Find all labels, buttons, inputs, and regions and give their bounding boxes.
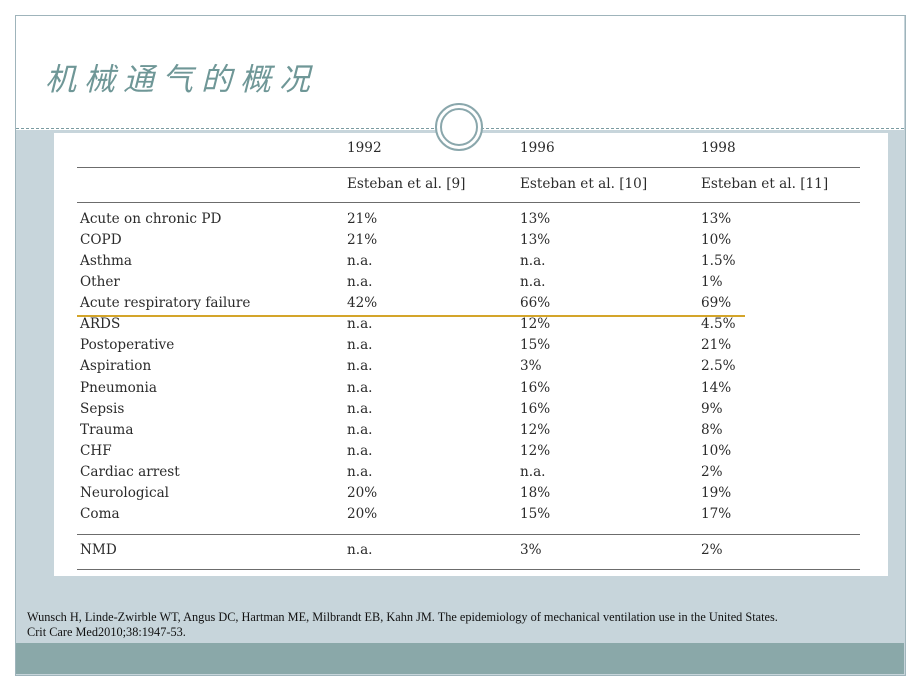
table-cell: 12% xyxy=(520,316,551,332)
slide-title: 机械通气的概况 xyxy=(45,62,318,98)
table-cell: 21% xyxy=(347,232,378,248)
table-cell: n.a. xyxy=(347,337,373,353)
table-cell: 21% xyxy=(701,337,732,353)
citation-line-1: Wunsch H, Linde-Zwirble WT, Angus DC, Ha… xyxy=(27,610,778,624)
table-cell: 17% xyxy=(701,506,732,522)
table-cell: 1.5% xyxy=(701,253,736,269)
row-label: Cardiac arrest xyxy=(80,464,180,480)
row-label: Asthma xyxy=(80,253,133,269)
table-cell: 66% xyxy=(520,295,551,311)
table-cell: 69% xyxy=(701,295,732,311)
row-label: CHF xyxy=(80,443,112,459)
table-cell: 15% xyxy=(520,337,551,353)
row-label: Trauma xyxy=(80,422,134,438)
table-cell: n.a. xyxy=(347,358,373,374)
citation-line-2: Crit Care Med2010;38:1947-53. xyxy=(27,625,186,639)
table-cell: n.a. xyxy=(347,542,373,558)
data-table: 1992 1996 1998 Esteban et al. [9] Esteban et… xyxy=(54,133,888,576)
column-source-header: Esteban et al. [10] xyxy=(520,176,648,192)
table-cell: 18% xyxy=(520,485,551,501)
column-year-header: 1996 xyxy=(520,140,555,156)
row-label: Neurological xyxy=(80,485,170,501)
row-label: Sepsis xyxy=(80,401,125,417)
table-cell: n.a. xyxy=(347,464,373,480)
table-cell: n.a. xyxy=(520,274,546,290)
table-cell: 9% xyxy=(701,401,723,417)
column-year-header: 1998 xyxy=(701,140,736,156)
row-label: Aspiration xyxy=(80,358,152,374)
row-label: Pneumonia xyxy=(80,380,157,396)
circle-ornament-inner-icon xyxy=(440,108,478,146)
table-cell: 12% xyxy=(520,422,551,438)
table-rule xyxy=(77,534,860,535)
table-cell: n.a. xyxy=(520,253,546,269)
table-cell: 13% xyxy=(701,211,732,227)
citation: Wunsch H, Linde-Zwirble WT, Angus DC, Ha… xyxy=(27,610,897,640)
table-cell: 42% xyxy=(347,295,378,311)
column-source-header: Esteban et al. [11] xyxy=(701,176,829,192)
table-cell: 12% xyxy=(520,443,551,459)
table-cell: 16% xyxy=(520,380,551,396)
table-cell: 19% xyxy=(701,485,732,501)
table-cell: 2.5% xyxy=(701,358,736,374)
row-label: COPD xyxy=(80,232,122,248)
row-label: NMD xyxy=(80,542,117,558)
table-cell: 3% xyxy=(520,358,542,374)
row-label: ARDS xyxy=(80,316,121,332)
table-cell: 1% xyxy=(701,274,723,290)
highlight-rule xyxy=(77,315,745,317)
table-cell: n.a. xyxy=(347,443,373,459)
row-label: Other xyxy=(80,274,120,290)
column-source-header: Esteban et al. [9] xyxy=(347,176,466,192)
table-cell: 13% xyxy=(520,232,551,248)
table-cell: 16% xyxy=(520,401,551,417)
table-cell: 8% xyxy=(701,422,723,438)
table-cell: 2% xyxy=(701,464,723,480)
table-cell: 13% xyxy=(520,211,551,227)
row-label: Acute on chronic PD xyxy=(80,211,222,227)
table-cell: n.a. xyxy=(347,253,373,269)
table-cell: 10% xyxy=(701,443,732,459)
table-cell: 21% xyxy=(347,211,378,227)
table-rule xyxy=(77,167,860,168)
table-cell: n.a. xyxy=(520,464,546,480)
table-cell: 2% xyxy=(701,542,723,558)
table-cell: n.a. xyxy=(347,316,373,332)
table-rule xyxy=(77,569,860,570)
table-cell: 20% xyxy=(347,485,378,501)
table-cell: 10% xyxy=(701,232,732,248)
table-cell: n.a. xyxy=(347,380,373,396)
row-label: Postoperative xyxy=(80,337,175,353)
table-cell: 3% xyxy=(520,542,542,558)
table-cell: n.a. xyxy=(347,274,373,290)
footer-band xyxy=(16,643,904,674)
table-cell: 20% xyxy=(347,506,378,522)
table-rule xyxy=(77,202,860,203)
row-label: Acute respiratory failure xyxy=(80,295,251,311)
table-cell: 15% xyxy=(520,506,551,522)
table-cell: n.a. xyxy=(347,401,373,417)
row-label: Coma xyxy=(80,506,120,522)
table-cell: n.a. xyxy=(347,422,373,438)
table-cell: 14% xyxy=(701,380,732,396)
table-cell: 4.5% xyxy=(701,316,736,332)
column-year-header: 1992 xyxy=(347,140,382,156)
